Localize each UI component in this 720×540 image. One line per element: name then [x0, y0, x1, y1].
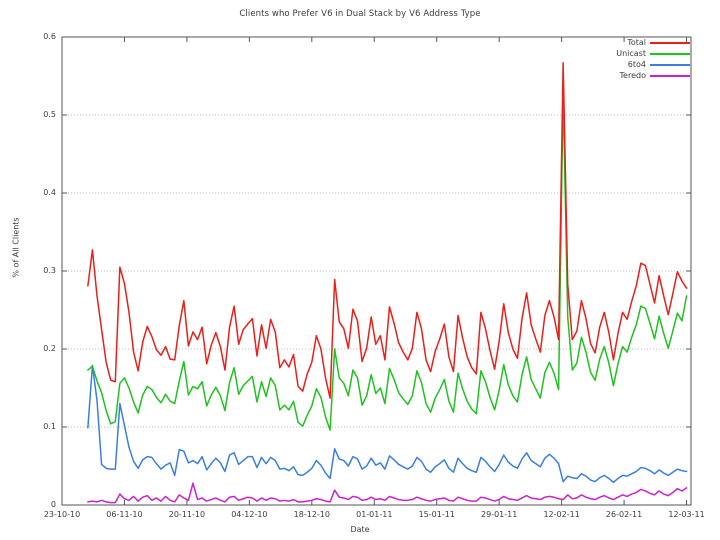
legend-item-6to4[interactable]: 6to4: [616, 60, 690, 70]
legend-swatch-6to4: [650, 64, 690, 66]
legend-item-unicast[interactable]: Unicast: [616, 49, 690, 59]
y-tick-label: 0.6: [43, 32, 56, 41]
y-tick-label: 0: [50, 500, 56, 509]
y-tick-label: 0.3: [43, 266, 56, 275]
x-tick-label: 23-10-10: [43, 510, 81, 519]
legend-item-total[interactable]: Total: [616, 38, 690, 48]
x-tick-label: 12-02-11: [543, 510, 580, 519]
x-tick-label: 18-12-10: [293, 510, 330, 519]
x-tick-label: 12-03-11: [668, 510, 705, 519]
legend-label-unicast: Unicast: [616, 49, 646, 58]
legend-swatch-total: [650, 42, 690, 44]
x-tick-label: 20-11-10: [168, 510, 206, 519]
chart-legend: Total Unicast 6to4 Teredo: [616, 38, 690, 81]
legend-swatch-teredo: [650, 75, 690, 77]
y-tick-label: 0.5: [43, 110, 56, 119]
x-tick-label: 29-01-11: [481, 510, 518, 519]
y-tick-label: 0.4: [43, 188, 56, 197]
legend-item-teredo[interactable]: Teredo: [616, 71, 690, 81]
x-tick-label: 06-11-10: [106, 510, 143, 519]
legend-label-total: Total: [627, 38, 646, 47]
legend-label-teredo: Teredo: [619, 71, 646, 80]
y-tick-label: 0.1: [43, 422, 56, 431]
legend-swatch-unicast: [650, 53, 690, 55]
x-tick-label: 26-02-11: [605, 510, 643, 519]
x-tick-label: 04-12-10: [231, 510, 268, 519]
chart-title: Clients who Prefer V6 in Dual Stack by V…: [239, 9, 481, 19]
y-tick-label: 0.2: [43, 344, 56, 353]
x-axis-label: Date: [350, 525, 370, 534]
x-tick-label: 15-01-11: [418, 510, 455, 519]
x-tick-label: 01-01-11: [356, 510, 393, 519]
legend-label-6to4: 6to4: [627, 60, 646, 69]
